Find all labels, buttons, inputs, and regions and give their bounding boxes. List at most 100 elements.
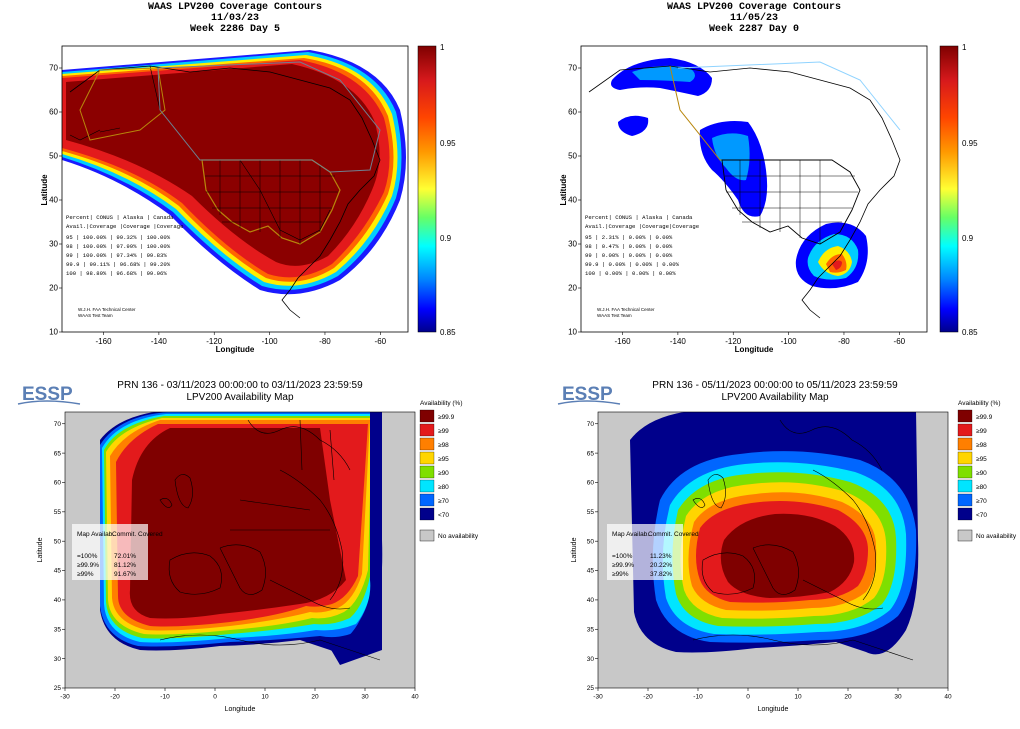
y-axis-label: Latitude [40,174,49,206]
y-tick-label: 70 [54,421,62,428]
axes: -160 -140 -120 -100 -80 -60 10 20 30 40 50 60 70 [49,64,387,346]
legend-swatch [957,437,973,451]
colorbar-tick-label: 1 [440,43,445,52]
essp-logo: ESSP [22,384,73,405]
waas-panel-2: WAAS LPV200 Coverage Contours 11/05/23 W… [559,2,978,354]
no-availability-label: No availability [976,533,1017,540]
y-tick-label: 50 [54,538,62,545]
credit-line-1: W.J.H. FAA Technical Center [597,307,655,312]
y-tick-label: 50 [587,538,595,545]
no-availability-label: No availability [438,533,479,540]
egnos-panel-1: ESSP PRN 136 - 03/11/2023 00:00:00 to 03… [17,380,479,713]
x-tick-label: -100 [781,337,798,346]
table-row: 99.9 | 99.11% | 96.68% | 99.20% [66,261,171,268]
coverage-stats-table: Percent| CONUS | Alaska | Canada Avail.|… [66,214,184,277]
legend-label: <70 [438,512,449,519]
x-axis-label: Longitude [216,345,255,354]
legend-swatch [419,479,435,493]
stats-label: =100% [612,553,633,560]
axes: -160 -140 -120 -100 -80 -60 10 20 30 40 50 60 70 [568,64,906,346]
legend-title: Availability (%) [420,400,463,407]
legend-label: <70 [976,512,987,519]
x-axis-label: Longitude [225,706,256,713]
x-tick-label: -30 [60,694,70,701]
credit-line-2: WAAS Test Team [78,313,113,318]
x-tick-label: -100 [262,337,279,346]
y-tick-label: 20 [568,284,577,293]
legend-label: ≥95 [438,456,449,463]
panel-title-line-2: LPV200 Availability Map [721,392,829,403]
y-tick-label: 70 [49,64,58,73]
x-tick-label: -60 [894,337,906,346]
y-tick-label: 35 [54,626,62,633]
table-row: Percent| CONUS | Alaska | Canada [585,214,693,221]
panel-title-line-1: PRN 136 - 03/11/2023 00:00:00 to 03/11/2… [117,380,363,391]
y-tick-label: 70 [568,64,577,73]
legend-swatch [419,507,435,521]
y-axis-label: Latitude [571,537,578,562]
legend-swatch [957,507,973,521]
colorbar-tick-label: 0.95 [962,139,978,148]
y-tick-label: 30 [568,240,577,249]
legend-swatch [957,423,973,437]
x-axis-label: Longitude [758,706,789,713]
y-tick-label: 25 [587,685,595,692]
stats-header: Commit. Covered [112,531,163,538]
y-tick-label: 55 [54,509,62,516]
stats-label: ≥99.9% [77,562,99,569]
y-tick-label: 20 [49,284,58,293]
stats-header: Map Availab. [77,531,114,538]
x-axis-label: Longitude [735,345,774,354]
x-tick-label: -160 [96,337,113,346]
stats-label: ≥99.9% [612,562,634,569]
egnos-panel-2: ESSP PRN 136 - 05/11/2023 00:00:00 to 05… [557,380,1017,713]
legend-label: ≥99 [976,428,987,435]
legend-label: ≥99.9 [438,414,455,421]
panel-title-line-3: Week 2286 Day 5 [190,23,280,35]
legend-swatch [957,479,973,493]
colorbar-tick-label: 0.85 [440,328,456,337]
availability-map [598,412,948,688]
table-row: 99 | 0.00% | 0.00% | 0.00% [585,252,673,259]
y-tick-label: 45 [54,568,62,575]
y-tick-label: 30 [54,656,62,663]
legend-label: ≥98 [976,442,987,449]
stats-value: 37.82% [650,571,672,578]
panel-title-line-1: WAAS LPV200 Coverage Contours [667,2,841,13]
x-tick-label: -10 [693,694,703,701]
stats-label: ≥99% [612,571,629,578]
x-tick-label: -120 [725,337,742,346]
x-tick-label: -120 [206,337,223,346]
y-tick-label: 70 [587,421,595,428]
legend-label: ≥99 [438,428,449,435]
colorbar-tick-label: 0.85 [962,328,978,337]
y-axis-label: Latitude [559,174,568,206]
x-tick-label: 30 [361,694,369,701]
x-tick-label: 20 [311,694,319,701]
y-tick-label: 60 [49,108,58,117]
legend-label: ≥90 [976,470,987,477]
legend-label: ≥99.9 [976,414,993,421]
y-tick-label: 40 [54,597,62,604]
panel-title-line-3: Week 2287 Day 0 [709,23,799,35]
stats-value: 81.12% [114,562,136,569]
coverage-map [581,46,927,332]
colorbar-tick-label: 1 [962,43,967,52]
no-availability-swatch [419,529,435,542]
no-availability-swatch [957,529,973,542]
y-tick-label: 10 [568,328,577,337]
stats-header: Commit. Covered [648,531,699,538]
y-tick-label: 35 [587,626,595,633]
panel-title-line-2: LPV200 Availability Map [186,392,294,403]
coverage-map [62,46,408,332]
table-row: Percent| CONUS | Alaska | Canada [66,214,174,221]
y-tick-label: 65 [54,450,62,457]
y-tick-label: 50 [568,152,577,161]
y-axis-label: Latitude [37,537,44,562]
table-row: 100 | 0.00% | 0.00% | 0.00% [585,270,676,277]
legend-label: ≥80 [976,484,987,491]
legend-swatch [419,493,435,507]
x-tick-label: -140 [670,337,687,346]
legend-swatch [419,465,435,479]
credit-line-1: W.J.H. FAA Technical Center [78,307,136,312]
